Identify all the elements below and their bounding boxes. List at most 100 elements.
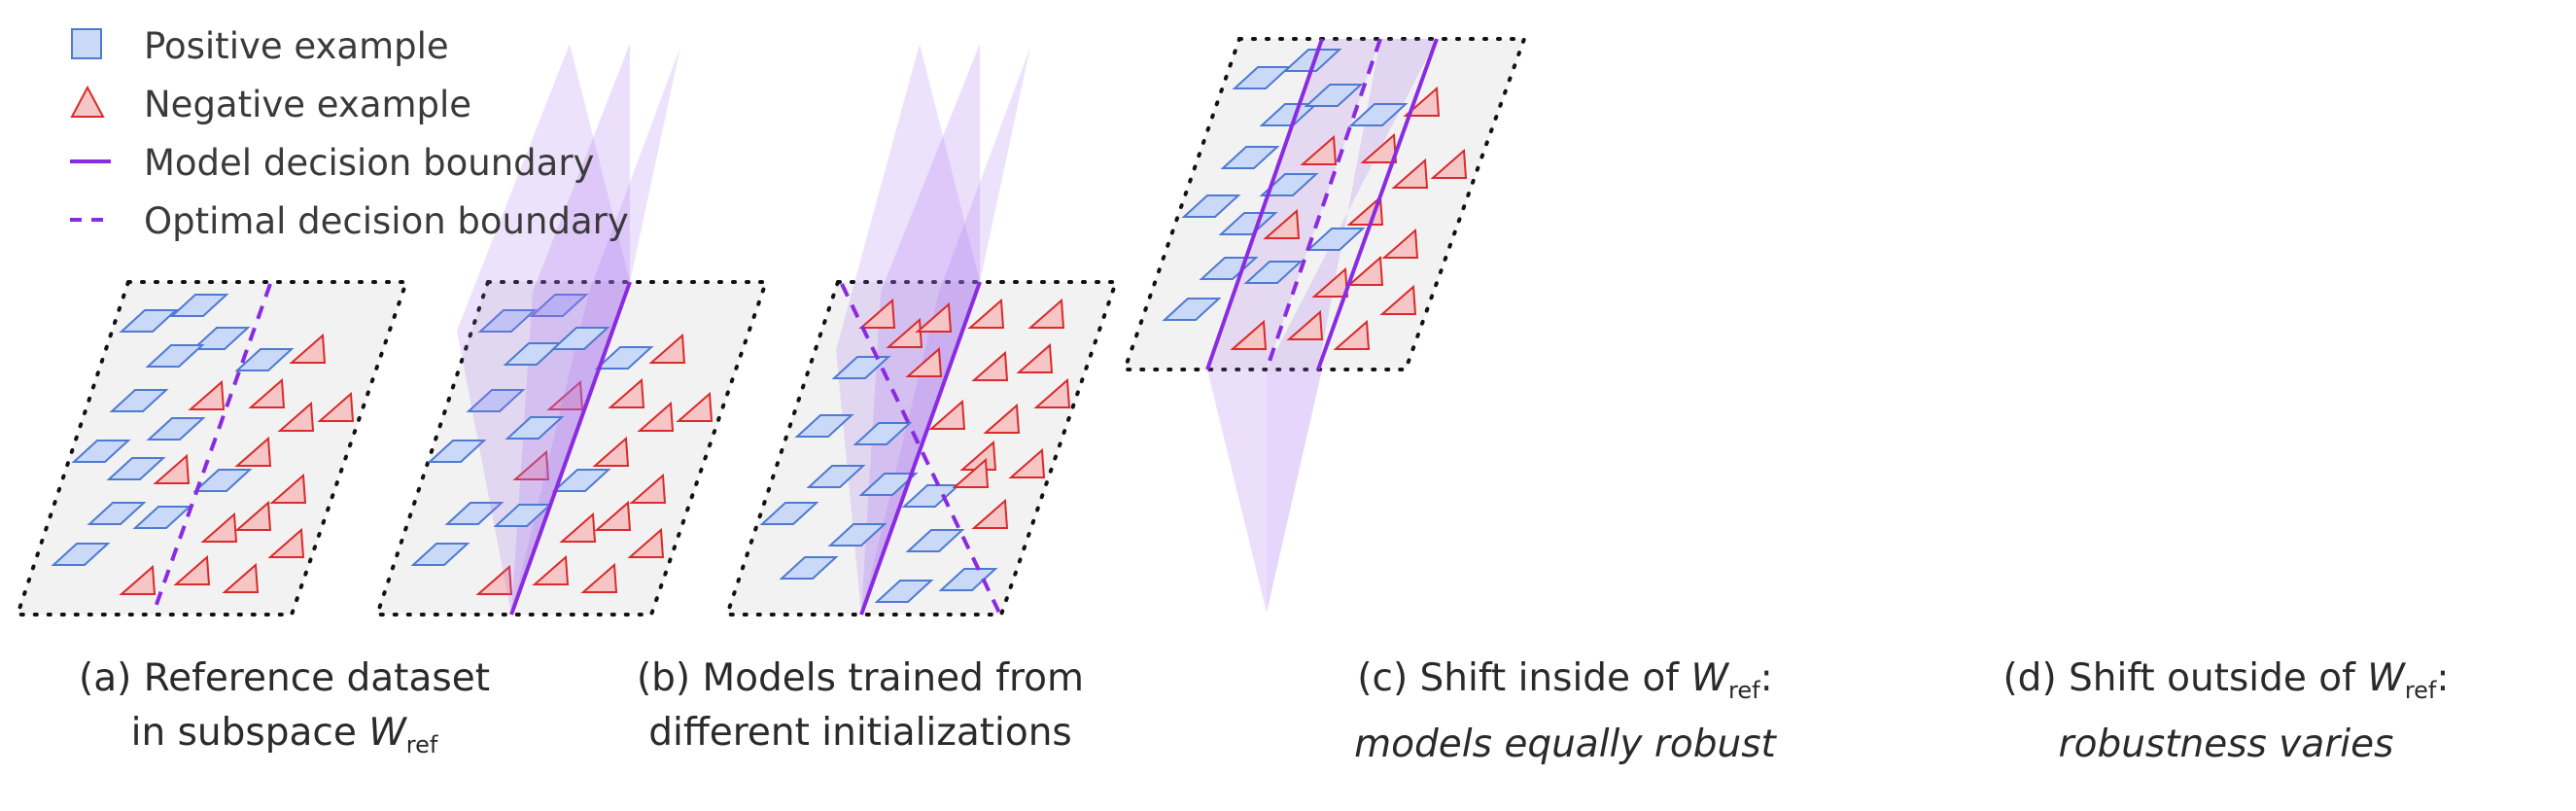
negative-point-c-8 bbox=[1033, 377, 1071, 408]
caption-d-line1: (d) Shift outside of Wref: bbox=[2002, 656, 2450, 704]
positive-point-d-3 bbox=[1304, 84, 1364, 107]
solid-line-icon bbox=[70, 159, 111, 163]
positive-point-c-8 bbox=[901, 484, 961, 508]
negative-point-c-0 bbox=[858, 298, 896, 329]
positive-point-a-3 bbox=[145, 344, 205, 368]
negative-point-a-10 bbox=[267, 527, 305, 558]
negative-point-b-2 bbox=[676, 391, 714, 422]
negative-point-a-5 bbox=[234, 436, 272, 467]
positive-point-a-6 bbox=[146, 417, 206, 441]
positive-point-b-3 bbox=[466, 389, 526, 412]
model-fan-d-0 bbox=[1207, 370, 1267, 613]
negative-point-a-0 bbox=[289, 333, 327, 364]
positive-point-c-1 bbox=[794, 414, 854, 438]
caption-d: (d) Shift outside of Wref: robustness va… bbox=[1905, 652, 2547, 772]
negative-point-a-3 bbox=[317, 391, 355, 422]
positive-point-b-4 bbox=[427, 440, 487, 463]
positive-point-b-0 bbox=[477, 309, 538, 333]
caption-c-line1: (c) Shift inside of Wref: bbox=[1357, 656, 1773, 704]
positive-point-d-4 bbox=[1348, 103, 1409, 126]
optimal-boundary-a bbox=[152, 283, 272, 614]
legend-label-positive: Positive example bbox=[144, 25, 449, 67]
negative-point-c-14 bbox=[971, 498, 1009, 529]
negative-point-c-13 bbox=[952, 457, 990, 488]
positive-point-a-8 bbox=[192, 469, 253, 492]
negative-point-c-2 bbox=[915, 301, 953, 333]
negative-point-b-1 bbox=[608, 377, 645, 408]
model-boundary-b bbox=[509, 281, 632, 616]
positive-point-c-2 bbox=[853, 422, 913, 445]
negative-point-c-12 bbox=[1008, 447, 1046, 478]
negative-point-b-11 bbox=[475, 564, 513, 595]
positive-point-d-11 bbox=[1243, 261, 1304, 284]
positive-point-b-10 bbox=[505, 416, 565, 440]
negative-point-d-4 bbox=[1391, 158, 1429, 189]
negative-point-d-10 bbox=[1379, 284, 1417, 315]
negative-point-d-12 bbox=[1286, 309, 1324, 340]
caption-c: (c) Shift inside of Wref: models equally… bbox=[1210, 652, 1920, 772]
positive-point-b-5 bbox=[551, 469, 611, 492]
negative-point-d-9 bbox=[1346, 255, 1384, 286]
caption-b-line2: different initializations bbox=[648, 711, 1072, 755]
negative-point-b-9 bbox=[532, 554, 570, 585]
optimal-boundary-d bbox=[1265, 38, 1382, 370]
model-fan-d-2 bbox=[1267, 39, 1437, 370]
model-fan-d-1 bbox=[1267, 370, 1322, 613]
positive-point-a-4 bbox=[234, 348, 295, 371]
positive-point-a-9 bbox=[106, 457, 166, 480]
positive-point-c-4 bbox=[858, 473, 919, 496]
negative-point-d-8 bbox=[1311, 266, 1349, 298]
negative-point-d-6 bbox=[1263, 208, 1301, 239]
dashed-line-icon bbox=[70, 218, 111, 222]
positive-point-d-7 bbox=[1181, 194, 1241, 218]
caption-b: (b) Models trained from different initia… bbox=[588, 652, 1132, 760]
negative-point-a-2 bbox=[248, 377, 286, 408]
negative-point-b-10 bbox=[580, 562, 618, 593]
triangle-icon bbox=[70, 85, 105, 118]
caption-c-line2: models equally robust bbox=[1354, 723, 1776, 766]
negative-point-d-0 bbox=[1403, 86, 1441, 117]
positive-point-c-9 bbox=[905, 529, 965, 552]
negative-point-b-6 bbox=[559, 511, 597, 543]
caption-a: (a) Reference dataset in subspace Wref bbox=[19, 652, 549, 772]
positive-point-d-12 bbox=[1162, 298, 1222, 321]
caption-a-line2: in subspace Wref bbox=[130, 711, 438, 758]
model-boundary-d-0 bbox=[1205, 38, 1324, 370]
positive-point-b-9 bbox=[550, 327, 610, 350]
negative-point-b-8 bbox=[627, 527, 665, 558]
model-fan-d-3 bbox=[1207, 39, 1380, 370]
caption-d-line2: robustness varies bbox=[2058, 723, 2394, 766]
model-fan-b-0 bbox=[457, 44, 630, 615]
legend-label-negative: Negative example bbox=[144, 84, 472, 125]
negative-point-d-11 bbox=[1230, 319, 1268, 350]
negative-point-a-8 bbox=[200, 511, 238, 543]
negative-point-d-3 bbox=[1430, 148, 1468, 179]
negative-point-c-3 bbox=[967, 298, 1005, 329]
negative-point-d-2 bbox=[1360, 132, 1398, 163]
negative-point-b-5 bbox=[629, 473, 667, 504]
negative-point-b-3 bbox=[637, 401, 675, 432]
positive-point-b-8 bbox=[503, 342, 563, 366]
negative-point-a-13 bbox=[222, 562, 260, 593]
negative-point-b-4 bbox=[592, 436, 630, 467]
positive-point-a-10 bbox=[87, 502, 147, 525]
negative-point-b-13 bbox=[512, 449, 550, 480]
model-fan-b-1 bbox=[511, 44, 630, 615]
positive-point-d-1 bbox=[1282, 49, 1342, 72]
negative-point-a-9 bbox=[234, 500, 272, 531]
positive-point-b-7 bbox=[410, 543, 470, 566]
positive-point-a-12 bbox=[51, 543, 111, 566]
positive-point-d-9 bbox=[1305, 228, 1366, 251]
positive-point-c-10 bbox=[874, 580, 934, 603]
positive-point-b-1 bbox=[529, 294, 589, 317]
legend-label-optimal-boundary: Optimal decision boundary bbox=[144, 200, 629, 242]
negative-point-c-1 bbox=[886, 317, 923, 348]
positive-point-c-3 bbox=[806, 465, 866, 488]
positive-point-b-11 bbox=[493, 504, 553, 527]
positive-point-c-7 bbox=[779, 556, 839, 580]
negative-point-a-12 bbox=[173, 554, 211, 585]
negative-point-c-5 bbox=[905, 346, 943, 377]
positive-point-a-11 bbox=[132, 506, 192, 529]
model-boundary-c bbox=[859, 281, 982, 616]
